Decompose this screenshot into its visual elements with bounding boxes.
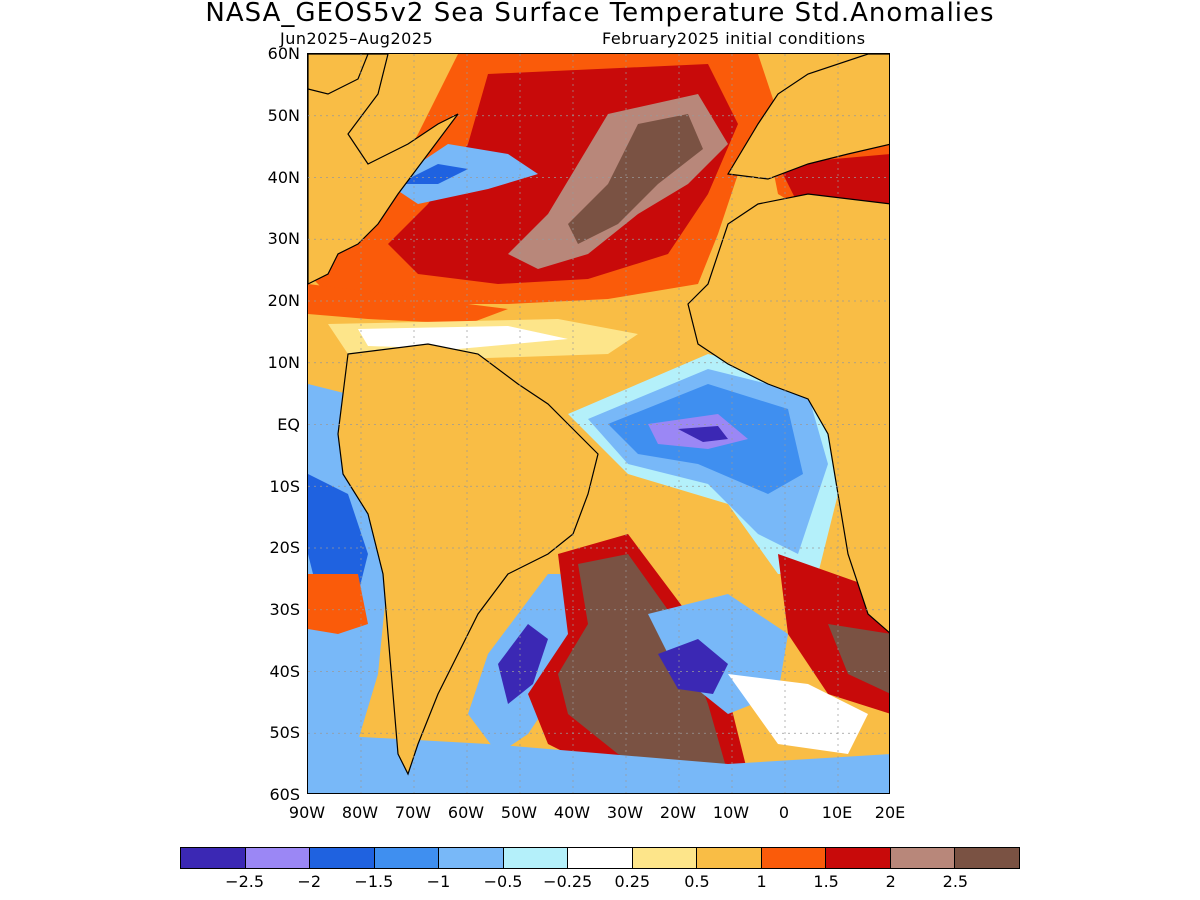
lat-label: 30S	[269, 600, 300, 619]
north-america-land	[308, 54, 459, 285]
colorbar-tick-label: 1.5	[813, 872, 839, 891]
lat-label: 10S	[269, 477, 300, 496]
lon-label: 0	[778, 803, 790, 822]
lat-label: 40N	[267, 168, 300, 187]
colorbar-tick-label: −0.25	[543, 872, 593, 891]
lon-label: 20W	[659, 803, 697, 822]
colorbar-swatch	[890, 848, 956, 868]
initial-conditions: February2025 initial conditions	[602, 29, 866, 48]
lat-label: 10N	[267, 353, 300, 372]
tropical-white-band	[358, 326, 568, 349]
lon-label: 10W	[712, 803, 750, 822]
lat-label: 40S	[269, 662, 300, 681]
colorbar-swatch	[826, 848, 891, 868]
gulf-stream-cool	[388, 144, 538, 204]
colorbar-swatch	[245, 848, 311, 868]
lon-label: 90W	[288, 803, 326, 822]
lat-label: 30N	[267, 229, 300, 248]
colorbar-tick-label: 0.5	[684, 872, 710, 891]
colorbar-swatch	[439, 848, 504, 868]
colorbar-swatch	[310, 848, 375, 868]
colorbar-swatch	[181, 848, 246, 868]
southeast-atlantic-extreme	[828, 624, 889, 694]
lat-label: 50S	[269, 723, 300, 742]
south-america-land	[337, 343, 599, 776]
africa-land	[687, 193, 889, 634]
colorbar-tick-label: 2	[885, 872, 896, 891]
map-canvas	[308, 54, 889, 793]
colorbar-swatch	[503, 848, 569, 868]
lon-label: 20E	[874, 803, 906, 822]
colorbar-tick-label: −2.5	[225, 872, 265, 891]
colorbar-tick-label: 1	[756, 872, 767, 891]
southern-ocean-white	[728, 674, 868, 754]
caribbean-warm	[308, 284, 508, 324]
colorbar-tick-label: −1.5	[354, 872, 394, 891]
colorbar-swatch	[568, 848, 633, 868]
south-atlantic-cool-east-core	[658, 639, 728, 694]
east-pacific-warm-south	[308, 574, 368, 634]
colorbar-swatch	[955, 848, 1019, 868]
forecast-period: Jun2025–Aug2025	[280, 29, 434, 48]
north-atlantic-extreme-core	[568, 114, 703, 244]
colorbar-legend	[180, 847, 1020, 869]
colorbar-tick-label: −0.5	[483, 872, 523, 891]
lon-label: 80W	[341, 803, 379, 822]
colorbar-tick-label: 0.25	[614, 872, 651, 891]
south-atlantic-cool-core	[498, 624, 548, 704]
lat-label: 20S	[269, 538, 300, 557]
map-gridlines	[308, 54, 889, 793]
colorbar-swatch	[761, 848, 827, 868]
lon-label: 10E	[821, 803, 853, 822]
equatorial-cool-center	[678, 426, 728, 442]
colorbar-tick-label: −1	[426, 872, 451, 891]
gulf-stream-cool-core	[398, 164, 468, 184]
lon-label: 40W	[553, 803, 591, 822]
colorbar-swatch	[374, 848, 440, 868]
lon-label: 50W	[500, 803, 538, 822]
lat-label: 60S	[269, 785, 300, 804]
sst-anomaly-map	[307, 53, 890, 794]
lat-label: 60N	[267, 44, 300, 63]
colorbar-swatch	[697, 848, 762, 868]
chart-title: NASA_GEOS5v2 Sea Surface Temperature Std…	[205, 0, 995, 28]
lat-label: EQ	[277, 415, 300, 434]
south-atlantic-extreme-warm	[558, 554, 728, 784]
lon-label: 60W	[447, 803, 485, 822]
lon-label: 70W	[394, 803, 432, 822]
lat-label: 50N	[267, 106, 300, 125]
europe-land	[727, 54, 889, 180]
colorbar-tick-label: 2.5	[942, 872, 969, 891]
southern-ocean-cool	[308, 734, 889, 793]
greenland-land	[308, 54, 369, 95]
lat-label: 20N	[267, 291, 300, 310]
lon-label: 30W	[606, 803, 644, 822]
colorbar-tick-label: −2	[297, 872, 322, 891]
colorbar-swatch	[632, 848, 698, 868]
